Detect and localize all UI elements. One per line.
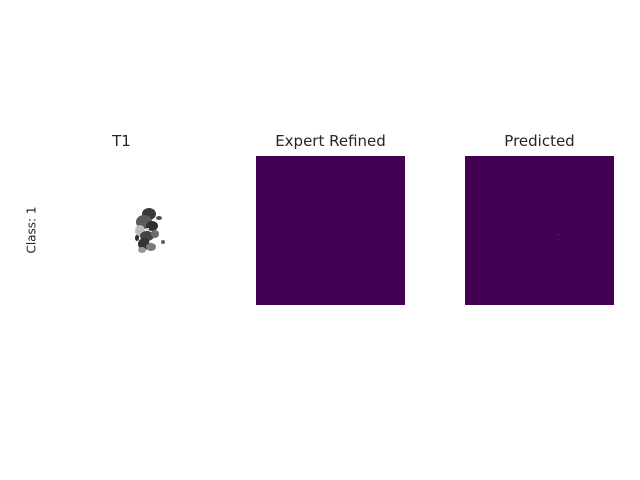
brain-blob bbox=[135, 208, 165, 253]
panel-title-t1: T1 bbox=[112, 132, 131, 150]
t1-image-panel bbox=[47, 156, 196, 305]
mask-background bbox=[256, 156, 405, 305]
expert-refined-mask-panel bbox=[256, 156, 405, 305]
predicted-mask bbox=[465, 156, 614, 305]
panel-title-expert-refined: Expert Refined bbox=[275, 132, 386, 150]
row-label-wrapper: Class: 1 bbox=[12, 190, 52, 270]
mask-background bbox=[465, 156, 614, 305]
expert-refined-mask bbox=[256, 156, 405, 305]
predicted-voxel bbox=[558, 234, 559, 235]
predicted-mask-panel bbox=[465, 156, 614, 305]
t1-brain-image bbox=[135, 208, 165, 253]
row-label: Class: 1 bbox=[25, 206, 39, 254]
panel-title-predicted: Predicted bbox=[504, 132, 575, 150]
